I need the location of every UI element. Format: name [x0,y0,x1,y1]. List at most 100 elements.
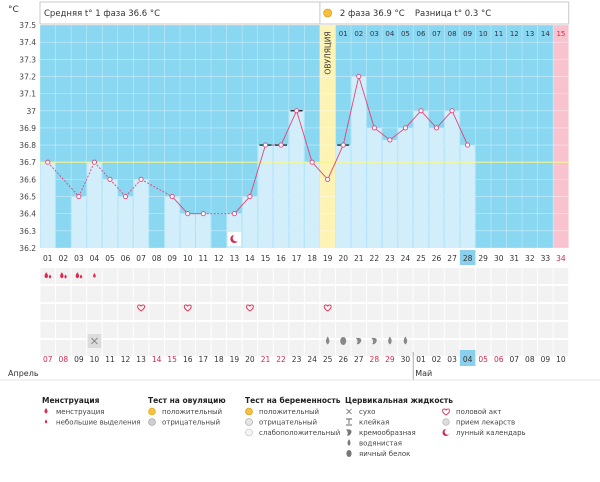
calendar-date-label: 20 [245,355,255,364]
temperature-bar [242,196,258,248]
calendar-date-label: 17 [199,355,209,364]
egg-white-icon [346,450,352,457]
symptom-cell [320,304,335,320]
symptom-cell [351,340,367,356]
symptom-cell [133,268,149,284]
symptom-cell [56,340,71,356]
calendar-date-label: 10 [90,355,100,364]
legend-group-title: Менструация [42,396,100,405]
symptom-cell [429,304,444,320]
symptom-cell [258,304,273,320]
legend-item-label: кремообразная [359,429,416,437]
cycle-day-label: 19 [323,254,333,263]
symptom-cell [413,304,429,320]
symptom-cell [258,286,273,302]
y-unit-label: °C [8,5,19,15]
symptom-cell [475,340,491,356]
legend-item-label: прием лекарств [456,419,515,427]
phase2-day-label: 07 [432,30,441,38]
phase2-day-label: 08 [448,30,457,38]
temperature-point [262,142,269,148]
watery-icon [403,336,408,345]
symptom-cell [227,322,242,338]
symptom-cell [507,304,522,320]
temperature-line [358,76,375,129]
symptom-cell [460,322,475,338]
temperature-line [171,196,189,214]
symptom-cell [522,322,538,338]
temperature-line [389,127,406,141]
calendar-date-label: 23 [292,355,302,364]
symptom-cell [367,286,382,302]
temperature-line [234,196,251,214]
sun-negative-icon [148,418,156,426]
cycle-day-label: 04 [90,254,100,263]
cycle-day-label: 14 [245,254,255,263]
creamy-icon [371,337,377,345]
legend-group-title: Цервикальная жидкость [345,396,453,405]
symptom-cell [429,340,444,356]
symptom-cell [164,322,180,338]
calendar-date-label: 11 [105,355,115,364]
watery-icon [388,336,392,345]
legend-item-label: положительный [259,408,319,416]
symptom-cell [289,268,304,284]
symptom-cell [491,322,506,338]
symptom-cell [367,304,382,320]
symptom-cell [553,340,569,356]
calendar-date-label: 14 [152,355,162,364]
cycle-day-label: 03 [74,254,84,263]
legend-item-label: отрицательный [259,419,317,427]
temperature-point [200,211,206,217]
symptom-cell [304,268,320,284]
calendar-date-label: 04 [463,355,473,364]
temperature-point [402,125,408,131]
ovulation-sun-icon [323,8,333,18]
y-tick-label: 36.2 [19,244,36,253]
legend-item-label: лунный календарь [456,429,526,437]
symptom-cell [429,268,444,284]
phase2-day-label: 10 [479,30,488,38]
cycle-day-label: 24 [401,254,411,263]
calendar-date-label: 18 [214,355,224,364]
temperature-point [294,108,300,114]
temperature-point [122,193,129,200]
symptom-cell [180,322,195,338]
symptom-cell [102,304,118,320]
drop-large-icon [44,408,48,414]
legend-item-label: сухо [359,408,375,416]
cycle-day-label: 33 [541,254,551,263]
symptom-cell [335,286,351,302]
y-tick-label: 37.2 [19,72,36,81]
temperature-bar [413,110,429,249]
phase2-day-label: 04 [385,30,394,38]
symptom-cell [180,268,195,284]
symptom-cell [227,340,242,356]
phase2-average-label: 2 фаза 36.9 °C [340,9,405,19]
cycle-day-label: 10 [183,254,193,263]
temperature-line [125,179,142,197]
temperature-point [247,193,253,200]
calendar-date-label: 08 [525,355,535,364]
symptom-cell [196,268,211,284]
symptom-cell [553,286,569,302]
smile-negative-icon [245,418,253,426]
calendar-date-label: 12 [121,355,131,364]
sun-positive-icon [148,407,156,416]
temperature-point [91,159,97,165]
symptom-cell [367,322,382,338]
symptom-cell [538,304,553,320]
ovulation-label: ОВУЛЯЦИЯ [324,31,333,74]
symptom-cell [196,340,211,356]
drop-large-icon [60,272,64,279]
symptom-cell [382,286,398,302]
symptom-cell [398,304,413,320]
symptom-cell [227,304,242,320]
temperature-line [436,110,453,129]
calendar-date-label: 21 [261,355,271,364]
temperature-line [374,127,391,141]
temperature-line [140,178,173,197]
legend-item-label: половой акт [456,408,501,416]
calendar-date-label: 05 [478,355,488,364]
